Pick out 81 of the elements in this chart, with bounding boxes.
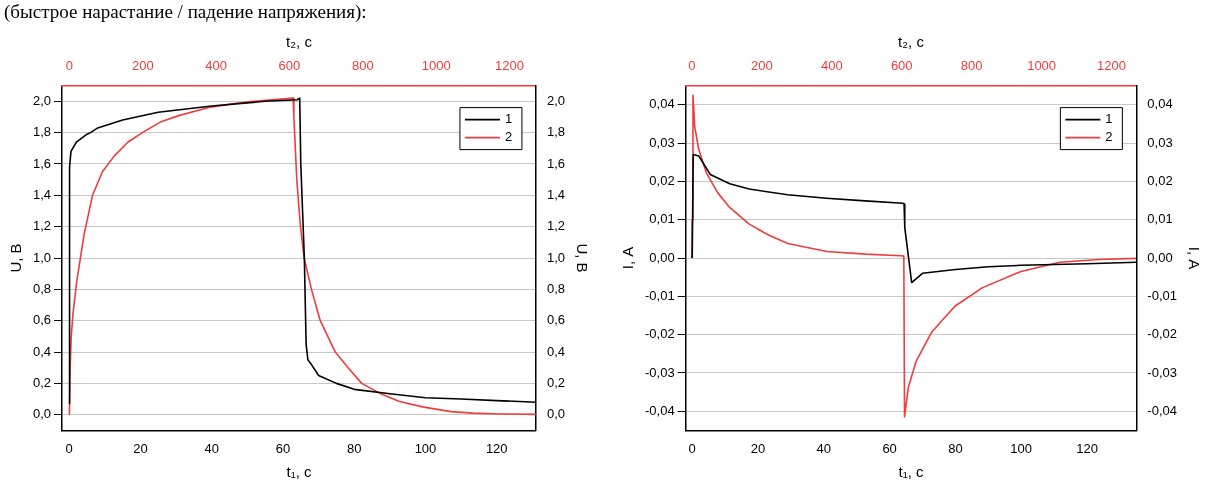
- y2-axis-title: U, В: [573, 243, 591, 273]
- y2-tick-label: -0,02: [1147, 326, 1178, 342]
- y-axis-title: I, А: [619, 246, 637, 270]
- y-tick-label: 1,2: [32, 218, 52, 234]
- y2-tick-label: 0,00: [1147, 249, 1173, 265]
- x-tick-label: 40: [204, 440, 219, 456]
- x-tick-label: 100: [414, 440, 437, 456]
- x2-tick-label: 400: [205, 58, 227, 74]
- x-tick-label: 20: [133, 440, 148, 456]
- y2-axis-title: I, А: [1185, 246, 1203, 270]
- x-tick-label: 120: [1076, 440, 1098, 456]
- y-tick-label: 0,01: [649, 211, 675, 227]
- x2-tick-label: 800: [960, 58, 983, 74]
- y2-tick-label: 0,02: [1147, 172, 1173, 188]
- y-tick-label: 0,00: [649, 249, 675, 265]
- y2-tick-label: 1,0: [546, 249, 566, 265]
- y2-tick-label: 1,2: [546, 218, 566, 234]
- y2-tick-label: -0,01: [1147, 287, 1178, 303]
- y2-tick-label: 0,4: [546, 343, 566, 359]
- x2-tick-label: 0: [688, 58, 696, 74]
- x2-tick-label: 200: [751, 58, 773, 74]
- x-tick-label: 60: [275, 440, 291, 456]
- y-tick-label: 0,4: [32, 343, 52, 359]
- y2-tick-label: 0,8: [546, 280, 566, 296]
- text: (быстрое нарастание / падение напряжения):: [4, 1, 367, 23]
- x2-tick-label: 600: [890, 58, 913, 74]
- y-tick-label: 1,6: [32, 155, 52, 171]
- x2-tick-label: 1000: [1027, 58, 1057, 74]
- x-tick-label: 20: [750, 440, 766, 456]
- x-tick-label: 120: [485, 440, 508, 456]
- y-tick-label: 1,8: [32, 124, 52, 140]
- y2-tick-label: 0,01: [1147, 211, 1173, 227]
- y2-tick-label: 0,2: [546, 374, 566, 390]
- x-tick-label: 40: [816, 440, 832, 456]
- y-tick-label: 0,8: [32, 280, 52, 296]
- y2-tick-label: 1,4: [546, 186, 566, 202]
- legend-label: 2: [1105, 129, 1113, 145]
- x2-tick-label: 200: [131, 58, 154, 74]
- x2-tick-label: 1200: [495, 58, 524, 74]
- y-tick-label: 1,0: [32, 249, 52, 265]
- y-tick-label: 0,02: [649, 172, 675, 188]
- y-tick-label: 1,4: [32, 186, 52, 202]
- x2-tick-label: 400: [820, 58, 843, 74]
- x-tick-label: 60: [882, 440, 897, 456]
- x2-tick-label: 0: [65, 58, 74, 74]
- y-tick-label: 0,03: [649, 134, 675, 150]
- y-tick-label: -0,04: [644, 402, 675, 418]
- x-tick-label: 100: [1010, 440, 1033, 456]
- x2-tick-label: 600: [278, 58, 301, 74]
- y-tick-label: -0,01: [644, 287, 675, 303]
- x2-tick-label: 1000: [421, 58, 451, 74]
- y2-tick-label: 0,0: [546, 406, 566, 422]
- y2-tick-label: 0,03: [1147, 134, 1173, 150]
- x2-axis-title: t₂, с: [898, 33, 925, 51]
- x-tick-label: 0: [65, 440, 73, 456]
- x-tick-label: 0: [688, 440, 696, 456]
- legend-label: 1: [504, 111, 513, 127]
- y-tick-label: 0,0: [32, 406, 52, 422]
- y-tick-label: 2,0: [32, 92, 52, 108]
- legend-label: 2: [504, 129, 513, 145]
- y-tick-label: 0,6: [32, 312, 52, 328]
- legend-label: 1: [1105, 111, 1113, 127]
- y2-tick-label: 2,0: [546, 92, 566, 108]
- y-tick-label: -0,02: [644, 326, 675, 342]
- y-tick-label: -0,03: [644, 364, 675, 380]
- x-tick-label: 80: [346, 440, 362, 456]
- x-axis-title: t₁, с: [898, 463, 925, 481]
- y2-tick-label: 1,6: [546, 155, 566, 171]
- y-axis-title: U, В: [7, 243, 25, 273]
- y2-tick-label: -0,03: [1147, 364, 1178, 380]
- x-tick-label: 80: [948, 440, 963, 456]
- x2-axis-title: t₂, с: [286, 33, 313, 51]
- x2-tick-label: 800: [351, 58, 374, 74]
- x-axis-title: t₁, с: [286, 463, 313, 481]
- y2-tick-label: -0,04: [1147, 402, 1178, 418]
- y2-tick-label: 0,04: [1147, 96, 1173, 112]
- y2-tick-label: 1,8: [546, 124, 566, 140]
- y-tick-label: 0,2: [32, 374, 52, 390]
- x2-tick-label: 1200: [1097, 58, 1126, 74]
- y-tick-label: 0,04: [649, 96, 675, 112]
- y2-tick-label: 0,6: [546, 312, 566, 328]
